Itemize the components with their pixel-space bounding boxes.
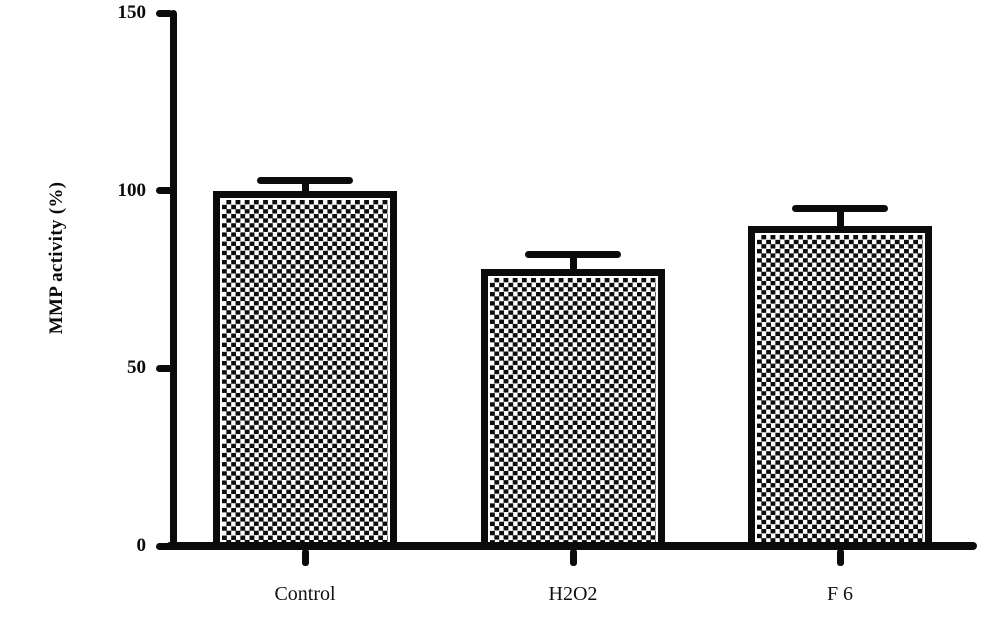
bar-h2o2 bbox=[481, 268, 665, 549]
y-tick-label-50: 50 bbox=[127, 357, 146, 379]
error-bar-cap-f-6 bbox=[792, 204, 888, 212]
y-tick-100 bbox=[156, 187, 173, 195]
x-axis-line bbox=[166, 542, 977, 550]
x-tick-f-6 bbox=[836, 549, 844, 566]
error-bar-cap-control bbox=[257, 176, 353, 184]
y-tick-50 bbox=[156, 364, 173, 372]
y-tick-0 bbox=[156, 542, 173, 550]
y-axis-title: MMP activity (%) bbox=[46, 181, 67, 335]
error-bar-stem-f-6 bbox=[836, 208, 844, 231]
y-axis-line bbox=[169, 10, 177, 550]
category-label-h2o2: H2O2 bbox=[548, 583, 598, 605]
bar-f-6 bbox=[748, 226, 932, 549]
y-tick-label-150: 150 bbox=[117, 2, 147, 23]
category-label-control: Control bbox=[274, 583, 336, 605]
x-tick-h2o2 bbox=[569, 549, 577, 566]
error-bar-stem-h2o2 bbox=[569, 254, 577, 273]
y-tick-label-100: 100 bbox=[117, 179, 147, 201]
error-bar-stem-control bbox=[301, 180, 309, 195]
y-tick-label-0: 0 bbox=[136, 535, 147, 556]
error-bar-cap-h2o2 bbox=[525, 251, 621, 259]
category-label-f-6: F 6 bbox=[826, 583, 854, 605]
bar-control bbox=[213, 190, 397, 549]
x-tick-control bbox=[301, 549, 309, 566]
y-tick-150 bbox=[156, 9, 173, 17]
